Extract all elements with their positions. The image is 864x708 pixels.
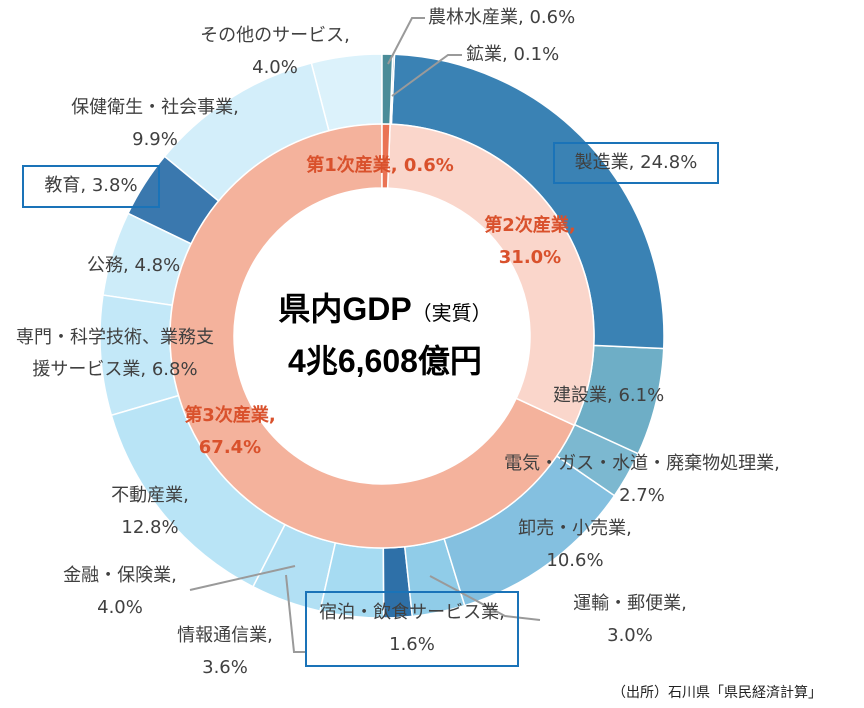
leader-line	[189, 565, 296, 591]
leader-lines	[189, 17, 541, 653]
sector-label: 不動産業, 12.8%	[80, 480, 220, 544]
sector-label: その他のサービス, 4.0%	[188, 20, 362, 84]
sector-label: 製造業, 24.8%	[553, 142, 719, 184]
value-label: 6.1%	[618, 385, 665, 406]
ring-label: 第3次産業, 67.4%	[160, 400, 300, 464]
category-label: 農林水産業,	[428, 7, 524, 28]
category-label: 鉱業,	[466, 44, 508, 65]
leader-line	[387, 17, 425, 65]
sector-label: 教育, 3.8%	[22, 165, 160, 208]
value-label: 10.6%	[546, 550, 604, 571]
sector-label: 情報通信業, 3.6%	[150, 620, 300, 684]
value-label: 24.8%	[640, 152, 698, 173]
inner-segment	[169, 123, 576, 549]
sector-label: 宿泊・飲食サービス業, 1.6%	[305, 591, 519, 667]
category-label: 不動産業,	[111, 485, 189, 506]
center-title-line: 県内GDP（実質）	[230, 284, 540, 330]
value-label: 3.6%	[202, 657, 248, 678]
center-title: 県内GDP	[278, 291, 412, 327]
value-label: 9.9%	[132, 129, 178, 150]
sector-label: 建設業, 6.1%	[553, 380, 664, 412]
leader-line	[429, 575, 541, 621]
value-label: 3.0%	[607, 625, 653, 646]
category-label: 運輸・郵便業,	[573, 593, 687, 614]
value-label: 4.8%	[134, 255, 181, 276]
source: （出所）石川県「県民経済計算」	[612, 685, 822, 701]
center-subtitle: （実質）	[411, 303, 492, 325]
sector-label: 卸売・小売業, 10.6%	[490, 513, 660, 577]
value-label: 0.6%	[403, 155, 454, 176]
sector-label: 専門・科学技術、業務支援サービス業, 6.8%	[8, 322, 222, 386]
leader-line	[285, 574, 305, 653]
inner-segment	[381, 123, 391, 189]
value-label: 0.6%	[529, 7, 576, 28]
category-label: 専門・科学技術、業務支援サービス業,	[16, 327, 214, 380]
value-label: 4.0%	[97, 597, 143, 618]
value-label: 0.1%	[513, 44, 560, 65]
value-label: 2.7%	[619, 485, 665, 506]
category-label: 宿泊・飲食サービス業,	[319, 602, 505, 623]
category-label: 教育,	[44, 175, 87, 196]
category-label: 保健衛生・社会事業,	[71, 97, 239, 118]
value-label: 12.8%	[121, 517, 179, 538]
value-label: 6.8%	[151, 359, 198, 380]
category-label: 第2次産業,	[484, 215, 576, 236]
category-label: その他のサービス,	[200, 25, 350, 46]
outer-segment	[381, 53, 394, 125]
value-label: 31.0%	[498, 247, 562, 268]
category-label: 電気・ガス・水道・廃棄物処理業,	[504, 453, 780, 474]
inner-segment	[386, 123, 595, 427]
value-label: 1.6%	[389, 634, 435, 655]
category-label: 第3次産業,	[184, 405, 276, 426]
value-label: 3.8%	[91, 175, 138, 196]
center-value: 4兆6,608億円	[288, 343, 482, 379]
value-label: 4.0%	[252, 57, 298, 78]
sector-label: 金融・保険業, 4.0%	[45, 560, 195, 624]
sector-label: 公務, 4.8%	[87, 250, 180, 282]
category-label: 情報通信業,	[177, 625, 273, 646]
category-label: 卸売・小売業,	[518, 518, 632, 539]
category-label: 金融・保険業,	[63, 565, 177, 586]
category-label: 第1次産業,	[306, 155, 398, 176]
sector-label: 保健衛生・社会事業, 9.9%	[55, 92, 255, 156]
category-label: 建設業,	[553, 385, 613, 406]
ring-label: 第2次産業, 31.0%	[460, 210, 600, 274]
sector-label: 運輸・郵便業, 3.0%	[545, 588, 715, 652]
ring-label: 第1次産業, 0.6%	[270, 150, 490, 182]
leader-line	[391, 54, 462, 97]
category-label: 製造業,	[574, 152, 635, 173]
value-label: 67.4%	[198, 437, 262, 458]
category-label: 公務,	[87, 255, 129, 276]
sector-label: 農林水産業, 0.6%	[428, 2, 575, 34]
sector-label: 電気・ガス・水道・廃棄物処理業, 2.7%	[492, 448, 792, 512]
sector-label: 鉱業, 0.1%	[466, 39, 559, 71]
